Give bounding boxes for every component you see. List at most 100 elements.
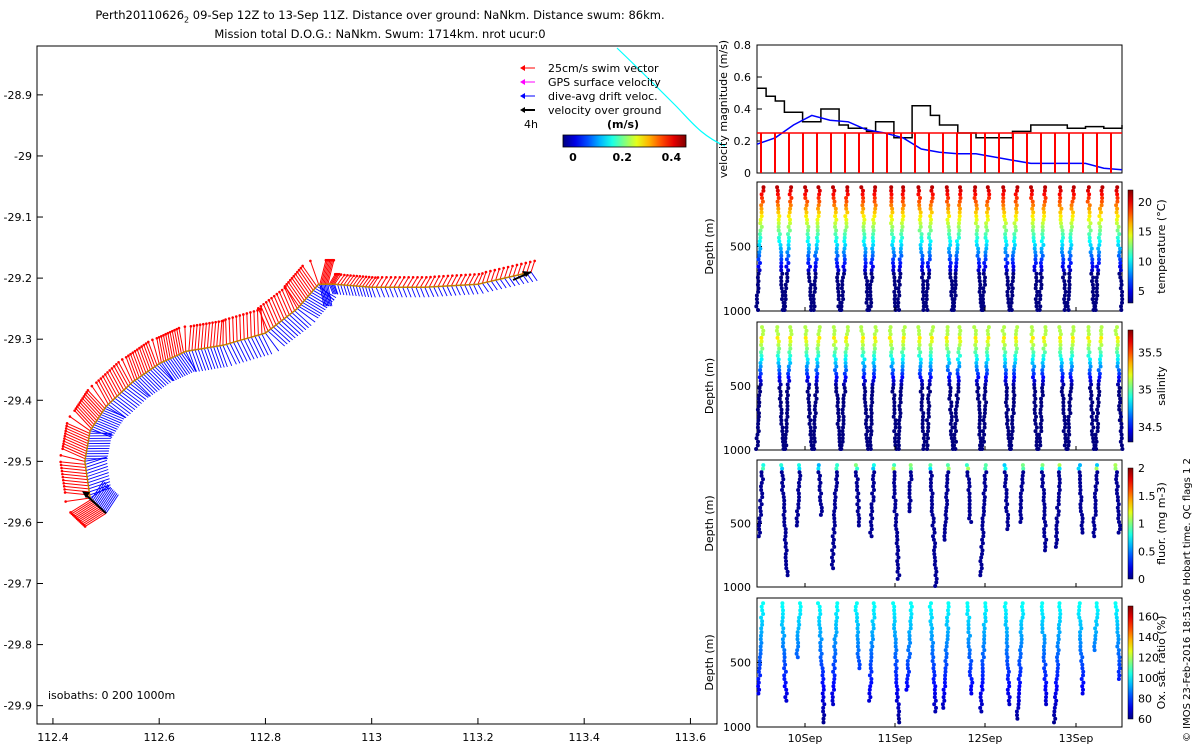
drift-vector — [96, 420, 118, 430]
drift-vector — [226, 344, 237, 365]
profile-point — [803, 332, 808, 337]
drift-vector — [437, 286, 444, 297]
profile-point — [777, 364, 782, 369]
swim-vector-head — [370, 275, 374, 279]
profile-point — [975, 235, 980, 240]
profile-point — [813, 393, 818, 398]
profile-point — [868, 666, 873, 671]
profile-point — [843, 361, 848, 365]
profile-point — [952, 297, 957, 302]
profile-point — [1115, 491, 1119, 496]
profile-point — [980, 541, 985, 546]
profile-point — [1002, 463, 1007, 468]
profile-point — [1071, 210, 1075, 215]
profile-point — [783, 289, 788, 294]
profile-point — [864, 436, 869, 441]
profile-point — [1061, 404, 1066, 408]
profile-point — [834, 378, 839, 383]
profile-point — [1029, 339, 1034, 344]
profile-point — [1004, 619, 1009, 624]
profile-point — [754, 297, 759, 302]
profile-point — [872, 488, 876, 492]
profile-point — [870, 257, 875, 262]
profile-point — [807, 411, 812, 416]
profile-point — [862, 386, 867, 390]
profile-point — [757, 232, 762, 237]
profile-point — [1042, 339, 1047, 344]
profile-point — [1004, 268, 1009, 273]
profile-point — [759, 335, 764, 340]
profile-point — [982, 480, 987, 485]
profile-point — [859, 185, 864, 190]
swim-vector — [210, 322, 214, 348]
profile-point — [786, 232, 790, 237]
profile-point — [933, 559, 938, 564]
profile-point — [1040, 386, 1045, 390]
profile-point — [1041, 353, 1046, 358]
profile-point — [788, 361, 793, 365]
swim-vector — [74, 502, 96, 517]
profile-point — [782, 651, 787, 656]
drift-vector — [121, 391, 140, 406]
profile-point — [946, 196, 951, 200]
profile-point — [1010, 436, 1014, 441]
profile-point — [983, 601, 988, 606]
profile-point — [916, 325, 921, 330]
profile-point — [815, 228, 820, 233]
profile-point — [1041, 615, 1046, 620]
profile-point — [898, 261, 903, 265]
profile-point — [1042, 633, 1047, 638]
profile-point — [835, 404, 840, 408]
profile-point — [904, 680, 909, 685]
map-ytick-label: -29 — [14, 150, 32, 163]
profile-point — [979, 702, 984, 707]
profile-point — [835, 393, 840, 398]
profile-point — [1094, 297, 1099, 302]
profile-point — [803, 185, 808, 190]
profile-point — [755, 275, 760, 280]
profile-point — [1095, 429, 1100, 434]
profile-point — [1091, 530, 1096, 535]
profile-point — [1060, 393, 1065, 398]
profile-point — [1117, 673, 1122, 678]
profile-point — [1006, 698, 1011, 703]
profile-point — [948, 389, 953, 394]
profile-point — [1115, 196, 1120, 200]
profile-point — [761, 188, 766, 193]
profile-point — [786, 239, 791, 244]
profile-point — [984, 361, 989, 365]
profile-point — [836, 411, 841, 416]
profile-point — [864, 300, 869, 305]
profile-point — [1068, 253, 1073, 258]
profile-point — [1005, 421, 1009, 426]
profile-point — [1097, 375, 1102, 380]
profile-point — [814, 235, 819, 240]
profile-point — [841, 382, 846, 387]
profile-point — [843, 350, 848, 355]
profile-point — [809, 436, 814, 441]
profile-point — [756, 439, 760, 444]
profile-point — [947, 246, 951, 251]
swim-vector — [406, 277, 414, 288]
profile-point — [1040, 612, 1045, 616]
profile-point — [1098, 339, 1103, 344]
profile-point — [978, 429, 983, 434]
profile-point — [1091, 520, 1096, 524]
profile-point — [779, 279, 784, 284]
profile-point — [894, 527, 899, 532]
profile-point — [1039, 282, 1044, 287]
profile-point — [934, 569, 939, 574]
profile-point — [893, 651, 898, 656]
profile-point — [781, 477, 786, 482]
profile-point — [1054, 534, 1059, 539]
profile-point — [842, 268, 847, 273]
profile-point — [807, 421, 812, 426]
profile-point — [1093, 436, 1098, 441]
profile-point — [785, 411, 789, 416]
profile-point — [1017, 684, 1022, 689]
profile-point — [868, 425, 873, 430]
profile-point — [942, 530, 947, 535]
profile-point — [833, 232, 838, 237]
profile-point — [1095, 615, 1100, 620]
profile-point — [984, 239, 989, 244]
